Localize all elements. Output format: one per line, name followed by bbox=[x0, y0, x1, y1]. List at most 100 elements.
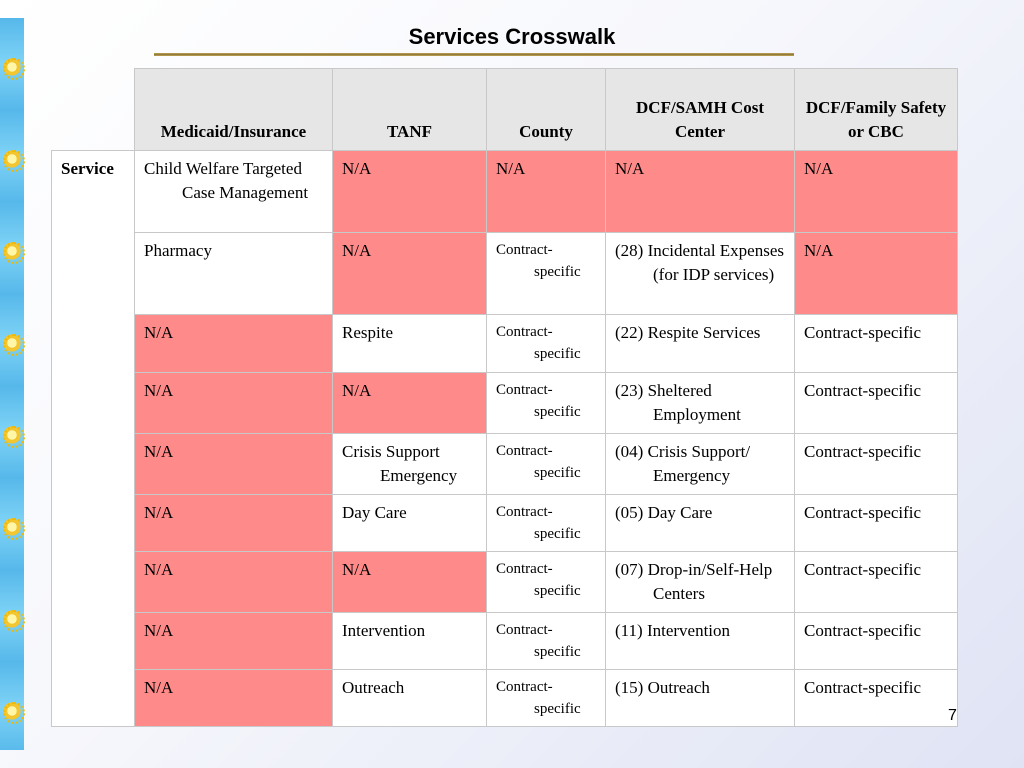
cell-text: N/A bbox=[615, 159, 645, 178]
table-cell: Respite bbox=[332, 314, 487, 373]
cell-text: (28) Incidental Expenses (for IDP servic… bbox=[615, 241, 784, 284]
slide-title: Services Crosswalk bbox=[408, 24, 616, 49]
cell-text: Contract-specific bbox=[804, 323, 922, 342]
table-row: N/A Crisis Support Emergency Contract-spec… bbox=[52, 433, 958, 495]
table-row: N/A Respite Contract-specific (22) Respite … bbox=[52, 314, 958, 373]
cell-text: Contract-specific bbox=[804, 503, 922, 522]
table-cell: Contract-specific bbox=[486, 612, 606, 670]
table-cell: Contract-specific bbox=[794, 551, 958, 613]
cell-text: Contract-specific bbox=[496, 324, 581, 362]
cell-text: N/A bbox=[804, 241, 834, 260]
table-cell: (07) Drop-in/Self-Help Centers bbox=[605, 551, 795, 613]
table-cell: (05) Day Care bbox=[605, 494, 795, 552]
table-row: N/A N/A Contract-specific (07) Drop-in/Self… bbox=[52, 551, 958, 613]
cell-text: Contract-specific bbox=[496, 443, 581, 481]
table-cell: N/A bbox=[486, 150, 606, 233]
sun-decoration-icon bbox=[1, 424, 25, 448]
table-cell: (28) Incidental Expenses (for IDP servic… bbox=[605, 232, 795, 315]
cell-text: N/A bbox=[144, 621, 174, 640]
table-cell: N/A bbox=[332, 551, 487, 613]
table-cell: Contract-specific bbox=[486, 669, 606, 727]
cell-text: (05) Day Care bbox=[615, 503, 713, 522]
cell-text: N/A bbox=[496, 159, 526, 178]
table-cell: N/A bbox=[332, 232, 487, 315]
header-dcf-samh-cost-center: DCF/SAMH Cost Center bbox=[605, 68, 795, 151]
table-cell: (15) Outreach bbox=[605, 669, 795, 727]
cell-text: Contract-specific bbox=[496, 679, 581, 717]
cell-text: Contract-specific bbox=[804, 381, 922, 400]
cell-text: Child Welfare Targeted Case Management bbox=[144, 159, 309, 202]
table-cell: Child Welfare Targeted Case Management bbox=[134, 150, 333, 233]
table-cell: Contract-specific bbox=[794, 314, 958, 373]
table-cell: N/A bbox=[605, 150, 795, 233]
table-cell: Contract-specific bbox=[486, 433, 606, 495]
sun-decoration-icon bbox=[1, 148, 25, 172]
sun-decoration-icon bbox=[1, 56, 25, 80]
table-cell: N/A bbox=[332, 150, 487, 233]
cell-text: N/A bbox=[144, 503, 174, 522]
cell-text: Crisis Support Emergency bbox=[342, 442, 458, 485]
sun-decoration-icon bbox=[1, 332, 25, 356]
sun-decoration-icon bbox=[1, 700, 25, 724]
table-cell: Contract-specific bbox=[486, 232, 606, 315]
cell-text: N/A bbox=[144, 560, 174, 579]
sun-decoration-icon bbox=[1, 240, 25, 264]
table-cell: (23) Sheltered Employment bbox=[605, 372, 795, 434]
cell-text: N/A bbox=[144, 381, 174, 400]
table-cell: (04) Crisis Support/ Emergency bbox=[605, 433, 795, 495]
cell-text: (23) Sheltered Employment bbox=[615, 381, 741, 424]
header-county: County bbox=[486, 68, 606, 151]
table-cell: Contract-specific bbox=[794, 372, 958, 434]
cell-text: (11) Intervention bbox=[615, 621, 731, 640]
table-header-row: Medicaid/Insurance TANF County DCF/SAMH … bbox=[51, 68, 958, 151]
decorative-side-strip bbox=[0, 18, 25, 750]
cell-text: N/A bbox=[342, 159, 372, 178]
cell-text: Contract-specific bbox=[496, 561, 581, 599]
table-cell: Contract-specific bbox=[794, 494, 958, 552]
cell-text: Outreach bbox=[342, 678, 405, 697]
services-crosswalk-table: Medicaid/Insurance TANF County DCF/SAMH … bbox=[51, 68, 958, 727]
table-cell: Contract-specific bbox=[794, 669, 958, 727]
cell-text: Contract-specific bbox=[804, 678, 922, 697]
table-cell: Contract-specific bbox=[794, 612, 958, 670]
table-cell: Contract-specific bbox=[486, 551, 606, 613]
table-cell: N/A bbox=[134, 669, 333, 727]
cell-text: Contract-specific bbox=[496, 242, 581, 280]
cell-text: Respite bbox=[342, 323, 393, 342]
header-medicaid-insurance: Medicaid/Insurance bbox=[134, 68, 333, 151]
table-cell: Contract-specific bbox=[486, 372, 606, 434]
table-cell: Intervention bbox=[332, 612, 487, 670]
cell-text: Day Care bbox=[342, 503, 407, 522]
header-corner bbox=[51, 68, 135, 151]
cell-text: (15) Outreach bbox=[615, 678, 710, 697]
cell-text: Contract-specific bbox=[496, 622, 581, 660]
cell-text: (22) Respite Services bbox=[615, 323, 761, 342]
title-underline bbox=[154, 53, 794, 56]
table-cell: (22) Respite Services bbox=[605, 314, 795, 373]
table-cell: N/A bbox=[134, 433, 333, 495]
row-label-service: Service bbox=[51, 150, 135, 727]
table-row: N/A Outreach Contract-specific (15) Outreac… bbox=[52, 669, 958, 727]
table-cell: Contract-specific bbox=[794, 433, 958, 495]
cell-text: N/A bbox=[342, 560, 372, 579]
table-row: N/A N/A Contract-specific (23) Sheltered Em… bbox=[52, 372, 958, 434]
table-cell: Pharmacy bbox=[134, 232, 333, 315]
table-row: Pharmacy N/A Contract-specific (28) Inciden… bbox=[52, 232, 958, 315]
table-cell: Contract-specific bbox=[486, 494, 606, 552]
cell-text: N/A bbox=[144, 442, 174, 461]
cell-text: Contract-specific bbox=[496, 504, 581, 542]
sun-decoration-icon bbox=[1, 608, 25, 632]
table-row: N/A Day Care Contract-specific (05) Day Car… bbox=[52, 494, 958, 552]
cell-text: Contract-specific bbox=[804, 560, 922, 579]
table-cell: N/A bbox=[134, 551, 333, 613]
table-cell: N/A bbox=[134, 314, 333, 373]
cell-text: N/A bbox=[804, 159, 834, 178]
table-row: N/A Intervention Contract-specific (11) Int… bbox=[52, 612, 958, 670]
table-cell: Contract-specific bbox=[486, 314, 606, 373]
cell-text: N/A bbox=[342, 381, 372, 400]
table-cell: Outreach bbox=[332, 669, 487, 727]
table-cell: N/A bbox=[794, 150, 958, 233]
table-cell: (11) Intervention bbox=[605, 612, 795, 670]
table-cell: Day Care bbox=[332, 494, 487, 552]
cell-text: N/A bbox=[342, 241, 372, 260]
